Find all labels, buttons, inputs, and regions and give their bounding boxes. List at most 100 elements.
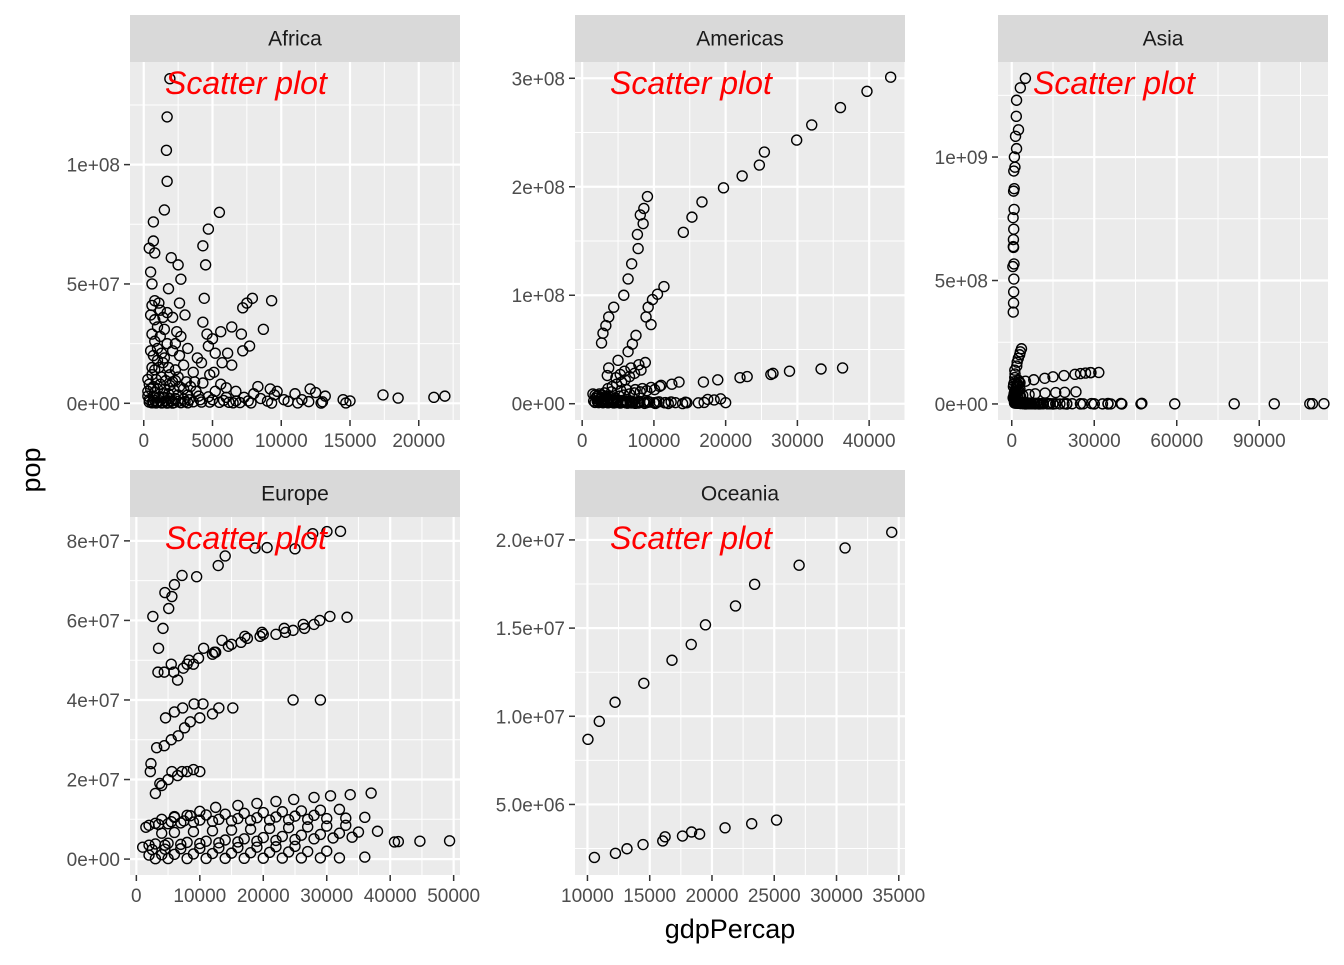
data-point <box>179 309 191 321</box>
data-point <box>1054 398 1066 410</box>
data-point <box>181 836 193 849</box>
data-point <box>365 787 377 799</box>
scatter-plot-annotation: Scatter plot <box>1033 65 1196 101</box>
data-point <box>257 831 269 844</box>
data-point <box>220 382 232 394</box>
data-point <box>1105 398 1117 410</box>
facet-panel-africa: Africa 0 5000 10000 15000 20000 0e+00 5e+07 1e+0… <box>67 15 460 452</box>
data-point <box>238 807 250 820</box>
data-point <box>263 822 276 835</box>
data-point <box>187 396 199 408</box>
data-point <box>1050 386 1062 399</box>
data-point <box>235 328 248 340</box>
data-point <box>618 365 631 377</box>
data-point <box>1012 124 1025 136</box>
data-point <box>165 252 177 264</box>
data-point <box>188 376 201 388</box>
data-point <box>265 294 278 307</box>
data-point <box>190 570 203 583</box>
data-point <box>1306 398 1319 410</box>
facet-panel-asia: Asia 0 30000 60000 90000 0e+00 5e+08 1e+09 Scatt… <box>935 15 1330 452</box>
data-point <box>227 397 239 409</box>
data-point <box>243 340 256 352</box>
data-point <box>251 841 263 853</box>
data-point <box>288 793 300 806</box>
data-point <box>158 204 171 216</box>
data-point <box>158 740 170 752</box>
data-point <box>621 843 633 855</box>
data-point <box>699 619 712 631</box>
data-point <box>633 358 645 371</box>
data-point <box>308 791 320 804</box>
data-point <box>140 821 152 833</box>
data-point <box>206 708 219 720</box>
data-point <box>377 389 389 401</box>
data-point <box>790 134 803 146</box>
y-axis-title: pop <box>16 447 46 492</box>
data-point <box>168 810 181 823</box>
facet-strip-label: Asia <box>1143 28 1184 51</box>
data-point <box>1066 398 1078 410</box>
x-tick-label: 10000 <box>255 431 308 452</box>
data-point <box>1077 398 1089 410</box>
y-tick-label: 3e+08 <box>512 69 565 90</box>
data-point <box>162 773 174 786</box>
data-point <box>147 216 160 228</box>
data-point <box>1028 374 1040 386</box>
x-tick-label: 50000 <box>427 886 480 907</box>
data-point <box>241 632 254 645</box>
data-point <box>324 610 336 623</box>
data-point <box>227 702 239 714</box>
data-point <box>321 812 333 825</box>
data-point <box>232 836 244 848</box>
x-tick-label: 60000 <box>1150 431 1203 452</box>
data-point <box>149 247 161 259</box>
data-point <box>685 826 698 838</box>
data-point <box>1025 397 1037 410</box>
x-tick-label: 0 <box>577 431 588 452</box>
data-point <box>199 259 212 271</box>
y-tick-label: 0e+00 <box>67 850 120 871</box>
data-point <box>632 242 644 255</box>
data-point <box>1009 161 1021 173</box>
panel-background <box>998 62 1328 420</box>
data-point <box>257 852 269 864</box>
data-point <box>226 321 238 333</box>
data-point <box>729 600 742 612</box>
data-point <box>439 390 451 402</box>
data-point <box>1069 368 1081 381</box>
y-tick-label: 2e+08 <box>512 178 565 199</box>
data-point <box>282 814 295 826</box>
data-point <box>314 852 327 864</box>
data-point <box>146 843 158 856</box>
data-point <box>177 359 190 371</box>
y-tick-label: 2e+07 <box>67 771 120 792</box>
data-point <box>834 101 847 114</box>
data-point <box>1008 258 1020 270</box>
data-point <box>719 822 731 834</box>
data-point <box>156 779 168 792</box>
y-tick-label: 1.5e+07 <box>496 619 565 640</box>
data-point <box>197 240 209 252</box>
data-point <box>601 369 613 382</box>
y-tick-label: 1.0e+07 <box>496 707 565 728</box>
data-point <box>582 733 594 746</box>
y-tick-label: 5e+08 <box>935 272 988 293</box>
data-point <box>225 847 238 859</box>
data-point <box>161 397 173 409</box>
data-point <box>213 837 225 849</box>
data-point <box>359 851 371 863</box>
x-tick-label: 30000 <box>1068 431 1121 452</box>
data-point <box>685 638 697 651</box>
data-point <box>212 559 224 572</box>
data-point <box>697 376 710 388</box>
data-point <box>232 841 244 854</box>
data-point <box>443 835 456 847</box>
data-point <box>149 787 162 800</box>
data-point <box>340 397 352 409</box>
data-point <box>263 846 276 859</box>
data-point <box>639 356 652 369</box>
data-point <box>1061 398 1073 410</box>
data-point <box>146 361 158 374</box>
x-tick-label: 30000 <box>300 886 353 907</box>
